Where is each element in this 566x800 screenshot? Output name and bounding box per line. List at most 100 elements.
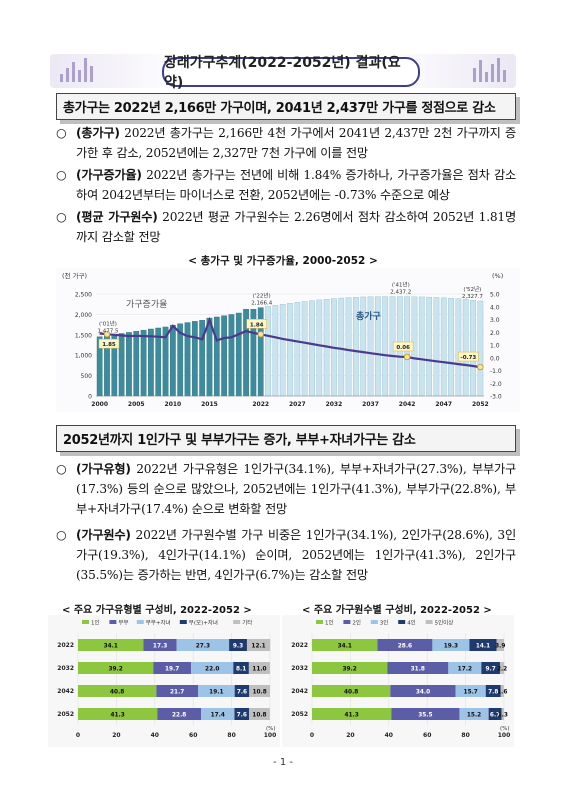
category-label: 2042 (291, 688, 308, 695)
chart1-right-tick: 1.0 (490, 343, 500, 350)
chart1-bar (309, 300, 315, 397)
x-tick: 60 (423, 732, 431, 739)
chart1-left-tick: 1,000 (75, 353, 92, 360)
stacked-segment (78, 662, 154, 674)
chart1-bar (126, 332, 132, 397)
chart1-right-tick: 4.0 (490, 304, 500, 311)
bullet-text: 2022년 총가구는 전년에 비해 1.84% 증가하나, 가구증가율은 점차 … (76, 168, 516, 202)
bullet-text: 2022년 평균 가구원수는 2.26명에서 점차 감소하여 2052년 1.8… (76, 210, 516, 244)
category-label: 2052 (57, 711, 74, 718)
segment-value: 31.8 (411, 667, 425, 673)
segment-value: 2.2 (497, 667, 507, 673)
x-tick: 80 (461, 732, 469, 739)
household-size-chart: 1인 2인 3인 4인 5인이상 2022 34.1 28.6 19.3 14.1 3.9 2032… (282, 615, 514, 747)
chart3-axis: 0 20 40 60 80 100 (310, 732, 510, 739)
stacked-segment (191, 662, 234, 674)
chart1-bar (345, 297, 352, 397)
chart1-right-tick: 3.0 (490, 317, 500, 324)
legend-label: 5인이상 (435, 619, 454, 627)
chart1-bar (470, 300, 476, 397)
chart1-annotation-year: ('41년) (392, 281, 410, 289)
bullet-household-size: ○ (가구원수) 2022년 가구원수별 가구 비중은 1인가구(34.1%),… (56, 525, 516, 585)
stacked-segment (78, 708, 158, 720)
legend-label: 2인 (352, 620, 361, 627)
x-tick: 40 (385, 732, 393, 739)
stacked-segment (377, 639, 433, 651)
stacked-segment (78, 685, 157, 697)
x-tick: 0 (310, 732, 314, 739)
segment-value: 8.1 (236, 667, 246, 673)
stacked-segment (488, 708, 502, 720)
bullet-label: (가구유형) (76, 462, 131, 476)
chart1-bar (301, 301, 308, 397)
segment-value: 39.2 (342, 667, 356, 673)
page-title: 장래가구추계(2022-2052년) 결과(요약) (162, 55, 420, 91)
chart2-unit: (%) (266, 726, 276, 732)
stacked-segment (312, 639, 378, 651)
chart1-x-tick: 2042 (399, 401, 416, 408)
category-label: 2022 (57, 642, 74, 649)
chart1-left-unit: (천 가구) (62, 271, 87, 280)
bullet-label: (총가구) (76, 126, 120, 140)
chart1-right-tick: 5.0 (490, 292, 500, 299)
chart1-bar (418, 296, 425, 397)
chart3-title: < 주요 가구원수별 구성비, 2022-2052 > (302, 605, 492, 616)
legend-label: 1인 (325, 620, 334, 627)
segment-value: 17.4 (211, 713, 225, 719)
chart2-background (48, 615, 280, 747)
chart3-bars: 2022 34.1 28.6 19.3 14.1 3.9 2032 39.2 31.8 17.2 9… (291, 639, 508, 720)
bullet-average-size: ○ (평균 가구원수) 2022년 평균 가구원수는 2.26명에서 점차 감소… (56, 207, 516, 247)
chart1-x-axis: 2000 2005 2010 2015 2022 2027 2032 2037 2042 2047… (91, 395, 489, 408)
chart1-annotation-year: ('22년) (253, 292, 271, 300)
stacked-segment (249, 708, 270, 720)
x-tick: 40 (151, 732, 159, 739)
chart1-left-tick: 0 (88, 394, 92, 401)
chart1-bar (191, 321, 198, 397)
bullet-label: (가구원수) (76, 528, 131, 542)
chart1-bar (140, 329, 147, 397)
stacked-segment (233, 662, 249, 674)
chart1-bar (206, 317, 213, 397)
chart1-x-tick: 2015 (201, 401, 218, 408)
segment-value: 34.1 (338, 644, 352, 650)
stacked-segment (448, 662, 482, 674)
legend-label: 3인 (380, 620, 389, 627)
segment-value: 22.8 (172, 713, 186, 719)
segment-value: 7.6 (237, 690, 247, 696)
chart1-bar (221, 315, 227, 397)
segment-value: 1.3 (498, 713, 508, 719)
chart1-rate-point (403, 353, 411, 361)
bullet-mark: ○ (56, 528, 67, 542)
page-number: - 1 - (273, 757, 293, 768)
legend-label: 1인 (91, 620, 100, 627)
chart1-right-tick: 0.0 (490, 355, 500, 362)
segment-value: 41.3 (344, 713, 358, 719)
x-tick: 20 (112, 732, 120, 739)
bullet-total-households: ○ (총가구) 2022년 총가구는 2,166만 4천 가구에서 2041년 … (56, 123, 516, 163)
legend-swatch (398, 620, 406, 624)
segment-value: 21.7 (170, 690, 184, 696)
chart1-annotation-year: ('52년) (463, 285, 481, 293)
stacked-segment (234, 685, 250, 697)
stacked-segment (500, 685, 504, 697)
bullet-growth-rate: ○ (가구증가율) 2022년 총가구는 전년에 비해 1.84% 증가하나, … (56, 165, 516, 205)
segment-value: 7.6 (237, 713, 247, 719)
chart1-x-tick: 2047 (435, 401, 452, 408)
decor-bars-right (473, 58, 506, 82)
legend-swatch (179, 620, 187, 624)
stacked-segment (143, 639, 177, 651)
chart1-left-tick: 1,500 (75, 332, 92, 339)
chart1-rate-point (103, 330, 111, 338)
stacked-segment (246, 639, 271, 651)
category-label: 2052 (291, 711, 308, 718)
segment-value: 11.0 (252, 667, 266, 673)
bullet-mark: ○ (56, 462, 67, 476)
stacked-segment (153, 662, 192, 674)
chart1-bar (455, 298, 462, 397)
stacked-segment (312, 662, 388, 674)
chart1-bar (279, 304, 286, 397)
bullet-label: (평균 가구원수) (76, 210, 158, 224)
category-label: 2032 (57, 665, 74, 672)
chart3-unit: (%) (500, 726, 510, 732)
segment-value: 17.2 (458, 667, 472, 673)
